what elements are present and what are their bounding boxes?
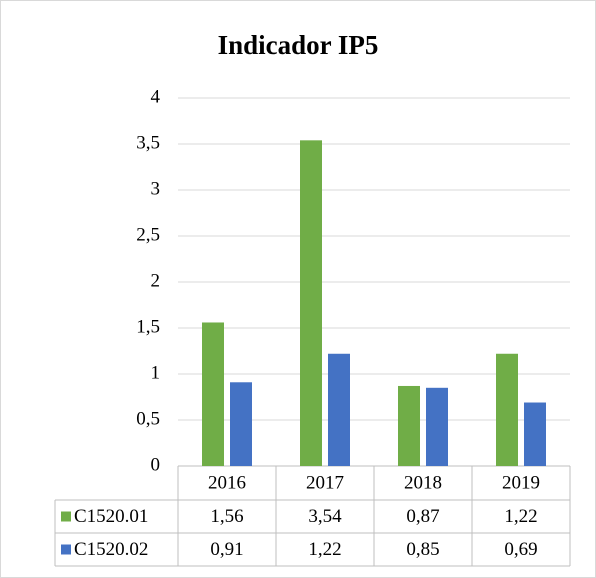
table-value: 1,56	[210, 506, 243, 527]
bar	[300, 140, 322, 466]
table-value: 1,22	[504, 506, 537, 527]
bar	[230, 382, 252, 466]
legend-label: C1520.02	[74, 539, 148, 560]
legend-key	[61, 544, 71, 555]
table-value: 0,85	[406, 539, 439, 560]
table-value: 3,54	[308, 506, 342, 527]
y-tick-label: 0	[151, 454, 161, 475]
bar	[496, 353, 518, 466]
table-value: 1,22	[308, 539, 341, 560]
x-tick-label: 2017	[306, 472, 344, 493]
x-tick-label: 2018	[404, 472, 442, 493]
y-tick-label: 3,5	[136, 132, 160, 153]
table-value: 0,91	[210, 539, 243, 560]
y-tick-label: 1	[151, 362, 161, 383]
y-tick-label: 2	[151, 270, 161, 291]
x-tick-label: 2016	[208, 472, 246, 493]
y-tick-label: 0,5	[136, 408, 160, 429]
table-value: 0,69	[504, 539, 537, 560]
y-tick-label: 1,5	[136, 316, 160, 337]
bar	[524, 402, 546, 466]
y-tick-label: 3	[151, 178, 161, 199]
y-tick-label: 2,5	[136, 224, 160, 245]
bar	[328, 353, 350, 466]
bar	[202, 322, 224, 466]
y-tick-label: 4	[151, 86, 161, 107]
bar	[398, 385, 420, 466]
legend-label: C1520.01	[74, 506, 148, 527]
bar	[426, 387, 448, 466]
x-tick-label: 2019	[502, 472, 540, 493]
table-value: 0,87	[406, 506, 439, 527]
legend-key	[61, 511, 71, 522]
chart-title: Indicador IP5	[218, 30, 379, 60]
